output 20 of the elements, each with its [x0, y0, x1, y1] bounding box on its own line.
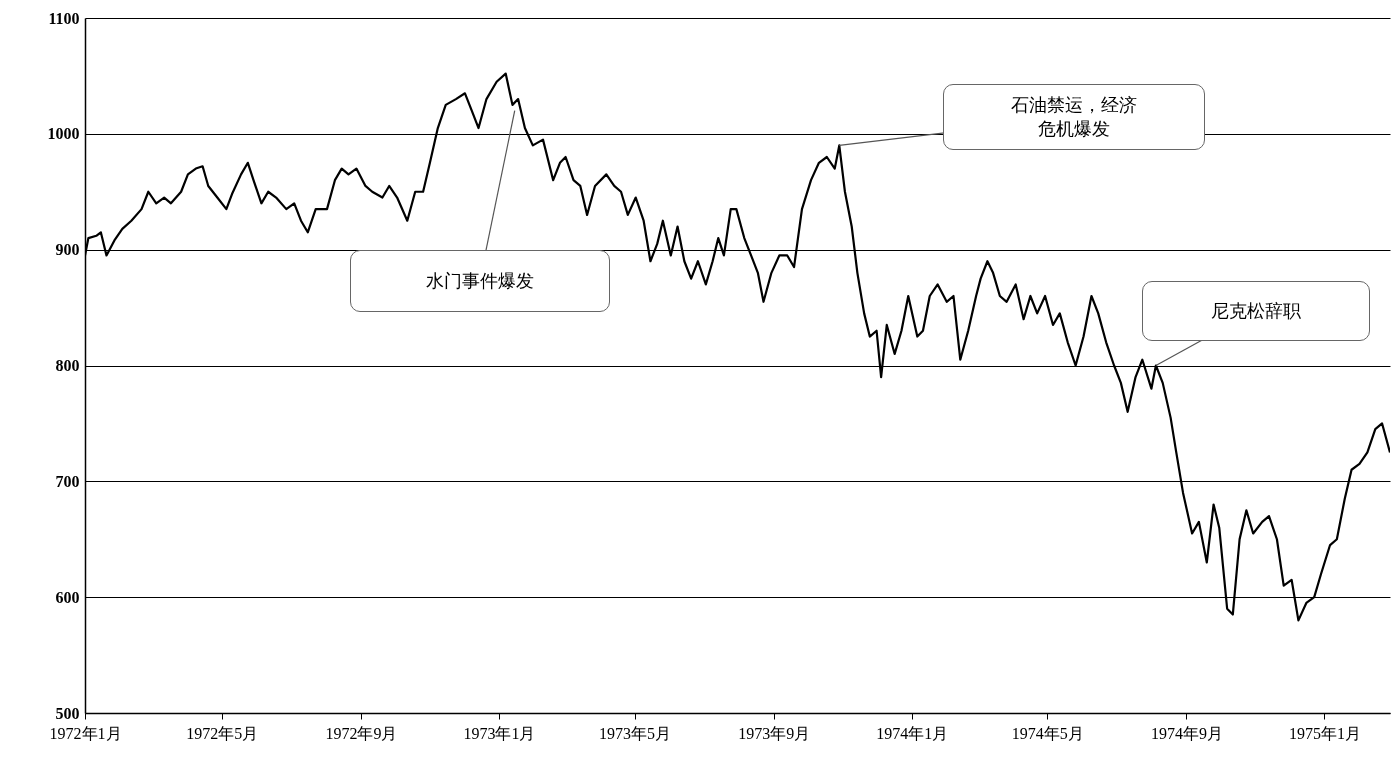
speech-bubble: 水门事件爆发: [349, 249, 610, 312]
y-tick-label: 700: [55, 472, 80, 490]
x-tick-label: 1972年9月: [325, 724, 398, 742]
x-tick-label: 1973年9月: [738, 724, 811, 742]
x-tick-label: 1974年1月: [876, 724, 949, 742]
speech-bubble: 石油禁运，经济危机爆发: [943, 84, 1206, 151]
x-tick-label: 1975年1月: [1288, 724, 1361, 742]
y-tick-label: 600: [55, 588, 80, 606]
y-tick-label: 500: [55, 704, 80, 722]
y-tick-label: 1100: [48, 9, 80, 27]
x-tick-label: 1973年1月: [463, 724, 536, 742]
y-tick-label: 900: [55, 241, 80, 259]
x-tick-label: 1972年5月: [186, 724, 259, 742]
x-tick-label: 1974年5月: [1011, 724, 1084, 742]
y-tick-label: 1000: [47, 125, 80, 143]
y-tick-label: 800: [55, 357, 80, 374]
x-tick-label: 1973年5月: [599, 724, 672, 742]
speech-bubble: 尼克松辞职: [1141, 280, 1370, 341]
x-tick-label: 1972年1月: [49, 724, 122, 742]
x-tick-label: 1974年9月: [1150, 724, 1223, 742]
